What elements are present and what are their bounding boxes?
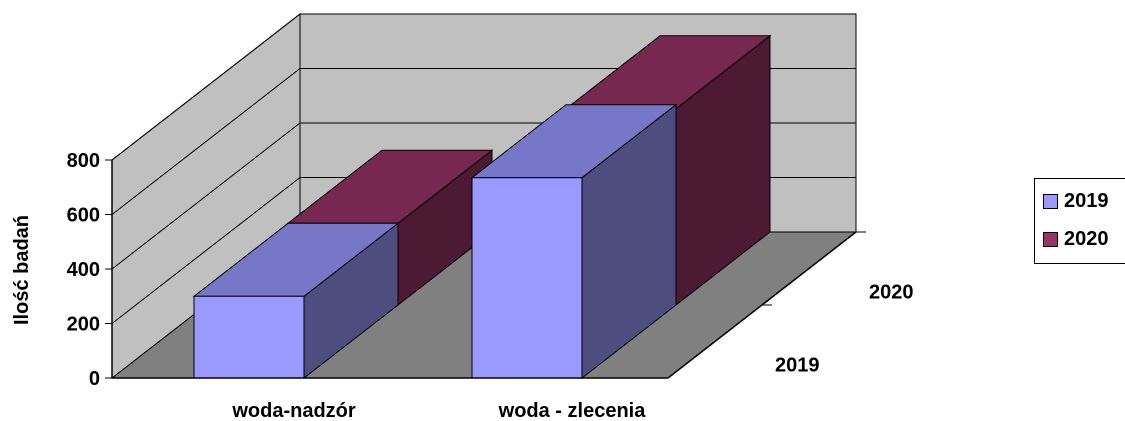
y-tick-label-800: 800 — [67, 150, 100, 172]
category-label-1: woda - zlecenia — [498, 400, 647, 421]
depth-label-2020: 2020 — [869, 282, 914, 304]
category-label-0: woda-nadzór — [231, 400, 356, 421]
y-tick-label-600: 600 — [67, 205, 100, 227]
legend-label-2020: 2020 — [1064, 227, 1109, 250]
bar-front-2019-0 — [193, 295, 305, 379]
y-axis-title: Ilość badań — [11, 215, 33, 325]
legend-swatch-2020 — [1043, 231, 1058, 247]
bar-2019-1 — [470, 103, 678, 380]
y-tick-label-200: 200 — [67, 314, 100, 336]
legend-swatch-2019 — [1043, 193, 1058, 209]
bars — [192, 34, 772, 380]
bar-front-2019-1 — [471, 177, 583, 379]
depth-label-2019: 2019 — [775, 355, 820, 377]
legend: 2019 2020 — [1034, 178, 1125, 264]
legend-label-2019: 2019 — [1064, 189, 1109, 212]
gridline-800 — [111, 13, 856, 161]
legend-item-2020: 2020 — [1043, 227, 1109, 251]
y-tick-label-0: 0 — [89, 368, 100, 390]
y-tick-label-400: 400 — [67, 259, 100, 281]
legend-item-2019: 2019 — [1043, 189, 1109, 213]
bar-2019-0 — [192, 222, 400, 380]
axes: 0 200 400 600 800 woda-nadzór woda - zlecenia 2… — [67, 150, 914, 421]
